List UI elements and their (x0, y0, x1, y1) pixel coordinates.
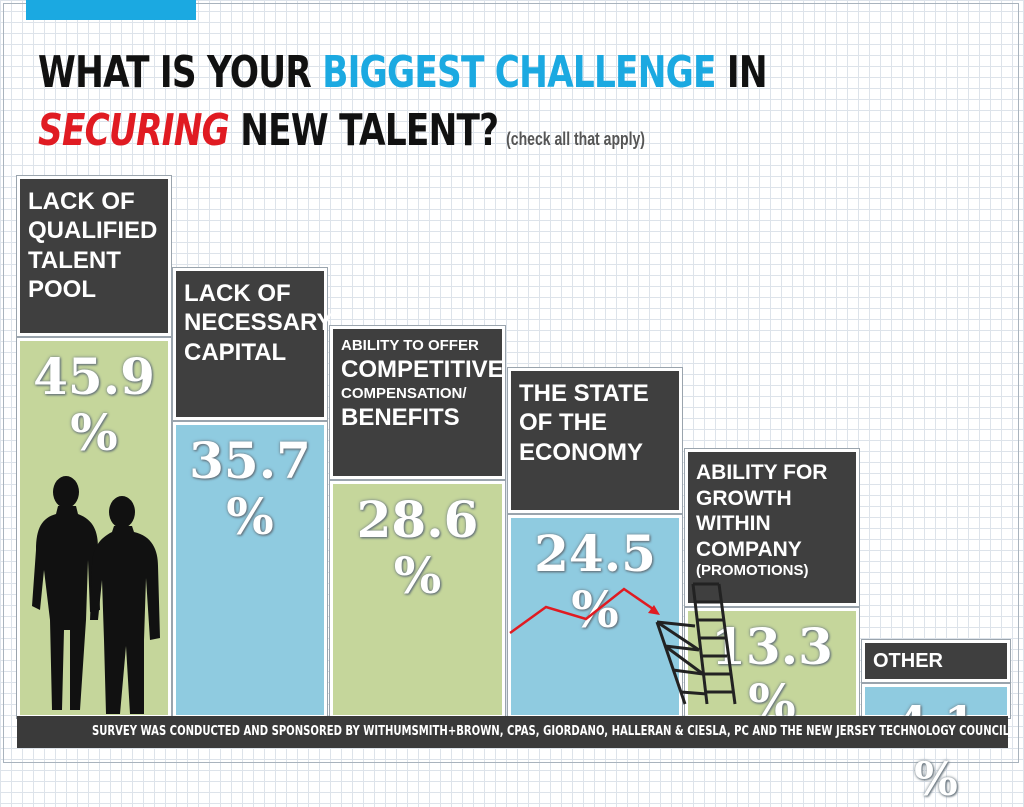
category-label-3: ABILITY TO OFFER COMPETITIVE COMPENSATION/… (330, 326, 505, 479)
chart-title: WHAT IS YOUR BIGGEST CHALLENGE IN SECURI… (38, 44, 768, 168)
category-label-line: COMPETITIVE (341, 356, 504, 384)
category-label-5: ABILITY FOR GROWTH WITHIN COMPANY (PROMOTION… (685, 449, 859, 606)
bar-6: 4.1 % (862, 684, 1010, 806)
category-label-line: OTHER (873, 650, 943, 672)
category-label-line: GROWTH (696, 486, 792, 510)
category-label-1: LACK OF QUALIFIED TALENT POOL (17, 176, 171, 336)
bar-value-label: 45.9 % (33, 347, 155, 462)
ladder-icon (655, 582, 737, 705)
category-label-line: LACK OF (28, 188, 135, 215)
declining-trend-icon (509, 587, 660, 635)
title-note: (check all that apply) (506, 129, 645, 149)
category-label-line: ABILITY TO OFFER (341, 337, 479, 354)
businesspeople-silhouette-icon (32, 476, 160, 714)
category-label-line: OF THE (519, 409, 607, 437)
accent-bar (26, 0, 196, 20)
bar-value-label: 4.1 % (896, 696, 976, 806)
category-label-line: ABILITY FOR (696, 461, 828, 484)
category-label-6: OTHER (862, 640, 1010, 682)
slide-frame (3, 3, 1019, 763)
bar-value-label: 24.5 % (534, 524, 656, 639)
category-label-line: NECESSARY (184, 309, 333, 337)
title-emphasis: SECURING (38, 105, 230, 156)
title-highlight: BIGGEST CHALLENGE (322, 47, 716, 98)
category-label-line: BENEFITS (341, 403, 460, 431)
category-label-line: ECONOMY (519, 438, 644, 466)
bar-3: 28.6 % (330, 481, 505, 718)
bar-4: 24.5 % (508, 515, 682, 718)
bar-2: 35.7 % (173, 422, 327, 718)
bar-value-label: 35.7 % (189, 431, 311, 546)
title-part-1: WHAT IS YOUR (38, 47, 323, 98)
bar-value-label: 28.6 % (356, 490, 479, 605)
category-label-line: LACK OF (184, 280, 291, 307)
category-label-line: CAPITAL (184, 338, 287, 366)
category-label-2: LACK OF NECESSARY CAPITAL (173, 268, 333, 420)
category-label-line: TALENT (28, 246, 121, 274)
footer-text: SURVEY WAS CONDUCTED AND SPONSORED BY WI… (91, 724, 1008, 739)
category-label-line: QUALIFIED (28, 217, 158, 245)
category-label-line: POOL (28, 275, 97, 303)
title-part-2: IN (715, 47, 768, 98)
category-label-4: THE STATE OF THE ECONOMY (508, 368, 682, 513)
category-label-line: COMPENSATION/ (341, 384, 467, 402)
category-label-line: THE STATE (519, 380, 649, 407)
category-label-line: WITHIN (696, 512, 771, 536)
footer-credit: SURVEY WAS CONDUCTED AND SPONSORED BY WI… (17, 716, 1008, 748)
category-label-line: (PROMOTIONS) (696, 562, 809, 580)
title-part-3: NEW TALENT? (229, 105, 499, 156)
category-label-line: COMPANY (696, 537, 802, 561)
